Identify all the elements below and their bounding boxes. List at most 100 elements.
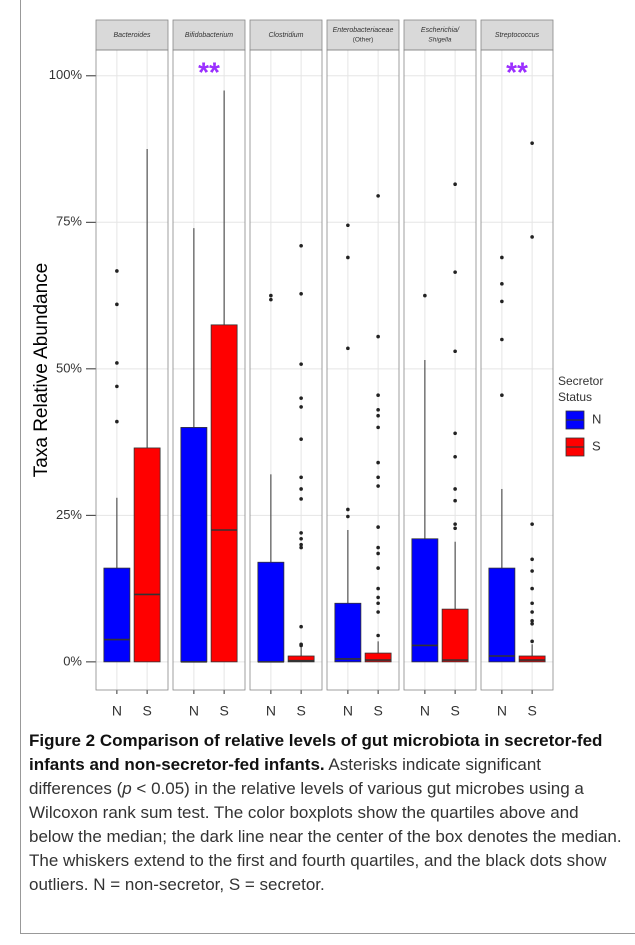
x-tick-label: N	[189, 703, 199, 719]
strip-label: Shigella	[428, 37, 452, 44]
outlier	[453, 526, 457, 531]
outlier	[299, 497, 303, 501]
outlier	[346, 514, 350, 519]
outlier	[376, 393, 380, 398]
outlier	[530, 601, 534, 606]
outlier	[346, 507, 350, 512]
y-tick-label: 0%	[63, 653, 82, 668]
outlier	[376, 334, 380, 339]
x-tick-label: S	[142, 703, 151, 719]
outlier	[453, 454, 457, 459]
outlier	[376, 475, 380, 480]
x-tick-label: S	[296, 703, 305, 719]
box	[257, 561, 285, 663]
outlier	[500, 393, 504, 398]
outlier	[299, 292, 303, 296]
box	[488, 567, 516, 663]
significance-marker: **	[198, 56, 220, 87]
box	[441, 608, 469, 663]
outlier	[115, 361, 119, 365]
x-tick-label: N	[112, 703, 122, 719]
box	[180, 427, 208, 663]
outlier	[376, 566, 380, 570]
outlier	[299, 643, 303, 648]
panel-border	[172, 49, 246, 691]
x-tick-label: N	[420, 703, 430, 719]
outlier	[299, 624, 303, 629]
caption-text: p	[122, 779, 132, 798]
strip	[326, 19, 400, 51]
panel-border	[95, 49, 169, 691]
outlier	[346, 223, 350, 228]
outlier	[453, 487, 457, 491]
strip-label: Bifidobacterium	[185, 32, 233, 39]
legend-label: N	[592, 411, 601, 426]
outlier	[376, 413, 380, 418]
box	[103, 567, 131, 663]
outlier	[376, 194, 380, 198]
outlier	[530, 569, 534, 573]
box	[518, 655, 546, 663]
outlier	[530, 639, 534, 644]
strip	[249, 19, 323, 51]
outlier	[376, 408, 380, 412]
outlier	[500, 299, 504, 304]
outlier	[299, 437, 303, 441]
outlier	[453, 182, 457, 187]
strip-label: Clostridium	[268, 32, 303, 39]
outlier	[115, 419, 119, 424]
strip	[172, 19, 246, 51]
outlier	[376, 610, 380, 614]
strip	[403, 19, 477, 51]
outlier	[530, 522, 534, 526]
x-tick-label: S	[373, 703, 382, 719]
caption-title: Figure 2 Comparison of relative levels o…	[29, 731, 603, 774]
outlier	[530, 619, 534, 623]
outlier	[530, 610, 534, 614]
caption: Figure 2 Comparison of relative levels o…	[29, 729, 627, 897]
legend-title: Status	[558, 390, 592, 404]
outlier	[453, 431, 457, 436]
outlier	[299, 405, 303, 409]
outlier	[299, 545, 303, 550]
outlier	[115, 384, 119, 389]
outlier	[299, 362, 303, 366]
x-tick-label: S	[219, 703, 228, 719]
x-tick-label: N	[266, 703, 276, 719]
outlier	[346, 346, 350, 351]
outlier	[376, 595, 380, 600]
y-axis-label: Taxa Relative Abundance	[31, 263, 52, 477]
strip-label: Escherichia/	[421, 27, 460, 34]
outlier	[453, 522, 457, 526]
strip	[95, 19, 169, 51]
box	[364, 652, 392, 663]
outlier	[299, 487, 303, 491]
figure-frame	[20, 0, 635, 934]
x-tick-label: N	[497, 703, 507, 719]
outlier	[299, 542, 303, 547]
outlier	[299, 243, 303, 248]
outlier	[299, 531, 303, 535]
significance-marker: **	[506, 56, 528, 87]
outlier	[299, 396, 303, 400]
caption-text: < 0.05) in the relative levels of variou…	[29, 779, 622, 894]
outlier	[346, 255, 350, 260]
box	[133, 447, 161, 663]
outlier	[376, 484, 380, 488]
x-tick-label: N	[343, 703, 353, 719]
outlier	[500, 255, 504, 260]
outlier	[299, 475, 303, 480]
box	[210, 324, 238, 663]
panel-border	[249, 49, 323, 691]
strip-label: Streptococcus	[495, 32, 540, 39]
outlier	[530, 586, 534, 591]
y-tick-label: 100%	[49, 67, 83, 82]
strip-label: Enterobacteriaceae	[333, 27, 394, 34]
outlier	[453, 498, 457, 503]
outlier	[376, 586, 380, 591]
box	[287, 655, 315, 663]
outlier	[376, 551, 380, 556]
strip-label: Bacteroides	[114, 32, 151, 39]
outlier	[376, 633, 380, 638]
